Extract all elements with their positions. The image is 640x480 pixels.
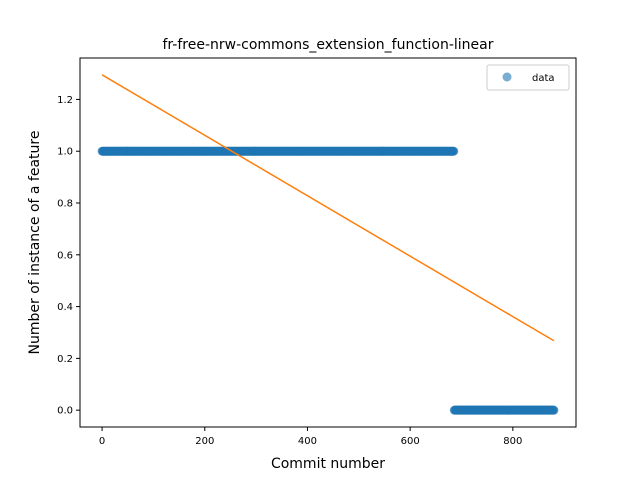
plot-area <box>97 74 559 415</box>
x-tick-label-400: 400 <box>298 436 317 447</box>
y-axis-label: Number of instance of a feature <box>27 131 43 355</box>
y-tick-label-0.8: 0.8 <box>57 199 73 210</box>
legend-label-data: data <box>532 73 555 84</box>
y-tick-label-0.2: 0.2 <box>57 354 73 365</box>
x-axis: 0 200 400 600 800 <box>99 427 522 447</box>
linear-fit-line <box>101 74 555 342</box>
x-axis-label: Commit number <box>271 456 385 472</box>
data-point <box>549 405 559 415</box>
y-tick-label-0.0: 0.0 <box>57 406 73 417</box>
data-point <box>449 146 459 156</box>
legend-marker-data <box>502 72 512 82</box>
x-tick-label-800: 800 <box>503 436 522 447</box>
y-tick-label-1.2: 1.2 <box>57 95 73 106</box>
x-tick-label-600: 600 <box>401 436 420 447</box>
y-tick-label-0.6: 0.6 <box>57 250 73 261</box>
axes-frame <box>79 57 577 428</box>
x-tick-label-200: 200 <box>195 436 214 447</box>
y-axis: 0.0 0.2 0.4 0.6 0.8 1.0 1.2 <box>57 95 80 417</box>
y-tick-label-1.0: 1.0 <box>57 147 73 158</box>
legend-box <box>486 64 570 91</box>
y-tick-label-0.4: 0.4 <box>57 302 73 313</box>
x-tick-label-0: 0 <box>99 436 105 447</box>
legend: data <box>486 64 570 91</box>
chart-title: fr-free-nrw-commons_extension_function-l… <box>163 37 494 53</box>
